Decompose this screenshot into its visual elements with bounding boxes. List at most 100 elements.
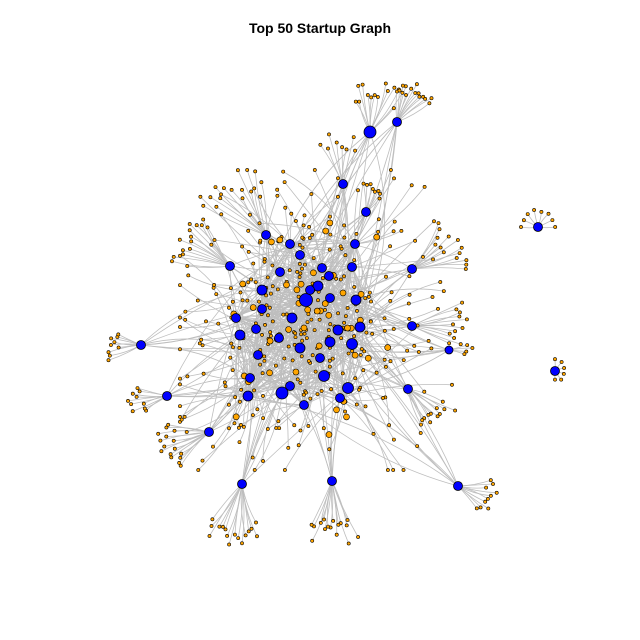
edge [199, 343, 291, 387]
edge [240, 292, 259, 356]
edge [283, 171, 356, 245]
edge [329, 266, 353, 361]
startup-node [299, 400, 309, 410]
leaf-node [458, 342, 463, 347]
edge [324, 309, 341, 399]
startup-node [275, 386, 289, 400]
leaf-node [129, 402, 134, 407]
edge-layer [108, 83, 565, 545]
leaf-node [197, 341, 202, 346]
leaf-node [412, 343, 417, 348]
leaf-node [344, 147, 349, 152]
leaf-node [365, 93, 370, 97]
leaf-node [414, 82, 419, 87]
leaf-node [360, 82, 365, 87]
startup-node [295, 250, 305, 260]
leaf-node [171, 254, 176, 259]
leaf-node [559, 360, 564, 364]
edge [257, 354, 341, 399]
leaf-node [245, 168, 250, 172]
leaf-node [399, 228, 404, 233]
leaf-node [275, 193, 280, 198]
connection-node [285, 326, 292, 333]
leaf-node [255, 534, 259, 539]
leaf-node [388, 244, 393, 249]
leaf-node [392, 85, 397, 90]
leaf-node [382, 316, 387, 321]
leaf-node [226, 402, 231, 407]
leaf-node [241, 424, 246, 429]
edge [309, 289, 349, 354]
edge [270, 243, 291, 342]
leaf-node [170, 259, 174, 264]
leaf-node [377, 196, 382, 201]
connection-node [344, 324, 351, 332]
leaf-node [211, 444, 215, 449]
leaf-node [158, 438, 163, 443]
leaf-node [392, 176, 396, 181]
leaf-node [293, 219, 298, 223]
leaf-node [251, 261, 256, 266]
leaf-node [372, 93, 377, 98]
leaf-node [218, 196, 223, 201]
leaf-node [355, 308, 359, 313]
leaf-node [187, 228, 192, 233]
leaf-node [353, 376, 358, 381]
leaf-node [368, 182, 373, 187]
leaf-node [258, 238, 263, 243]
connection-node [325, 311, 333, 319]
leaf-node [238, 422, 243, 427]
leaf-node [245, 298, 250, 303]
leaf-node [262, 259, 267, 264]
leaf-node [233, 395, 238, 400]
leaf-node [216, 321, 221, 326]
leaf-node [407, 292, 412, 297]
leaf-node [336, 311, 341, 316]
leaf-node [309, 317, 314, 322]
leaf-node [109, 343, 113, 347]
startup-node [325, 293, 335, 303]
leaf-node [460, 300, 465, 305]
leaf-node [367, 290, 372, 295]
leaf-node [346, 541, 351, 546]
edge [323, 341, 331, 429]
startup-node [317, 263, 327, 273]
edge [249, 214, 301, 256]
edge [259, 222, 356, 245]
leaf-node [260, 371, 265, 376]
leaf-node [309, 522, 314, 527]
leaf-node [376, 189, 381, 193]
edge [181, 377, 251, 420]
leaf-node [205, 225, 210, 230]
startup-node [136, 340, 146, 350]
leaf-node [317, 317, 322, 322]
leaf-node [312, 328, 317, 333]
edge [224, 328, 257, 383]
startup-node [285, 239, 295, 249]
leaf-node [488, 493, 493, 498]
leaf-node [550, 218, 555, 223]
leaf-node [221, 186, 226, 191]
leaf-node [293, 335, 298, 340]
leaf-node [478, 505, 483, 510]
leaf-node [263, 322, 267, 327]
leaf-node [388, 168, 393, 172]
leaf-node [200, 343, 205, 348]
startup-node [407, 321, 417, 331]
leaf-node [420, 418, 425, 423]
leaf-node [371, 431, 376, 436]
leaf-node [183, 317, 188, 322]
leaf-node [436, 221, 441, 226]
leaf-node [199, 223, 204, 228]
edge [213, 287, 249, 397]
leaf-node [409, 86, 414, 91]
leaf-node [273, 363, 278, 368]
edge [179, 317, 259, 356]
edge [351, 343, 422, 434]
edge [297, 347, 309, 427]
leaf-node [177, 460, 182, 465]
startup-node [305, 285, 315, 295]
startup-node [403, 384, 413, 394]
leaf-node [336, 176, 340, 181]
leaf-node [239, 387, 244, 392]
